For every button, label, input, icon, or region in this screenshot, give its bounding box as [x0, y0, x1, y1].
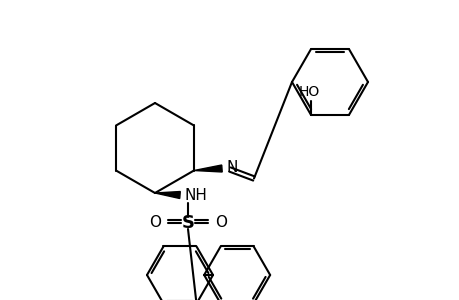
Text: S: S [181, 214, 194, 232]
Text: HO: HO [298, 85, 319, 99]
Text: O: O [214, 215, 226, 230]
Text: O: O [149, 215, 161, 230]
Polygon shape [194, 165, 222, 172]
Text: NH: NH [185, 188, 207, 202]
Text: N: N [226, 160, 238, 175]
Polygon shape [155, 191, 180, 199]
